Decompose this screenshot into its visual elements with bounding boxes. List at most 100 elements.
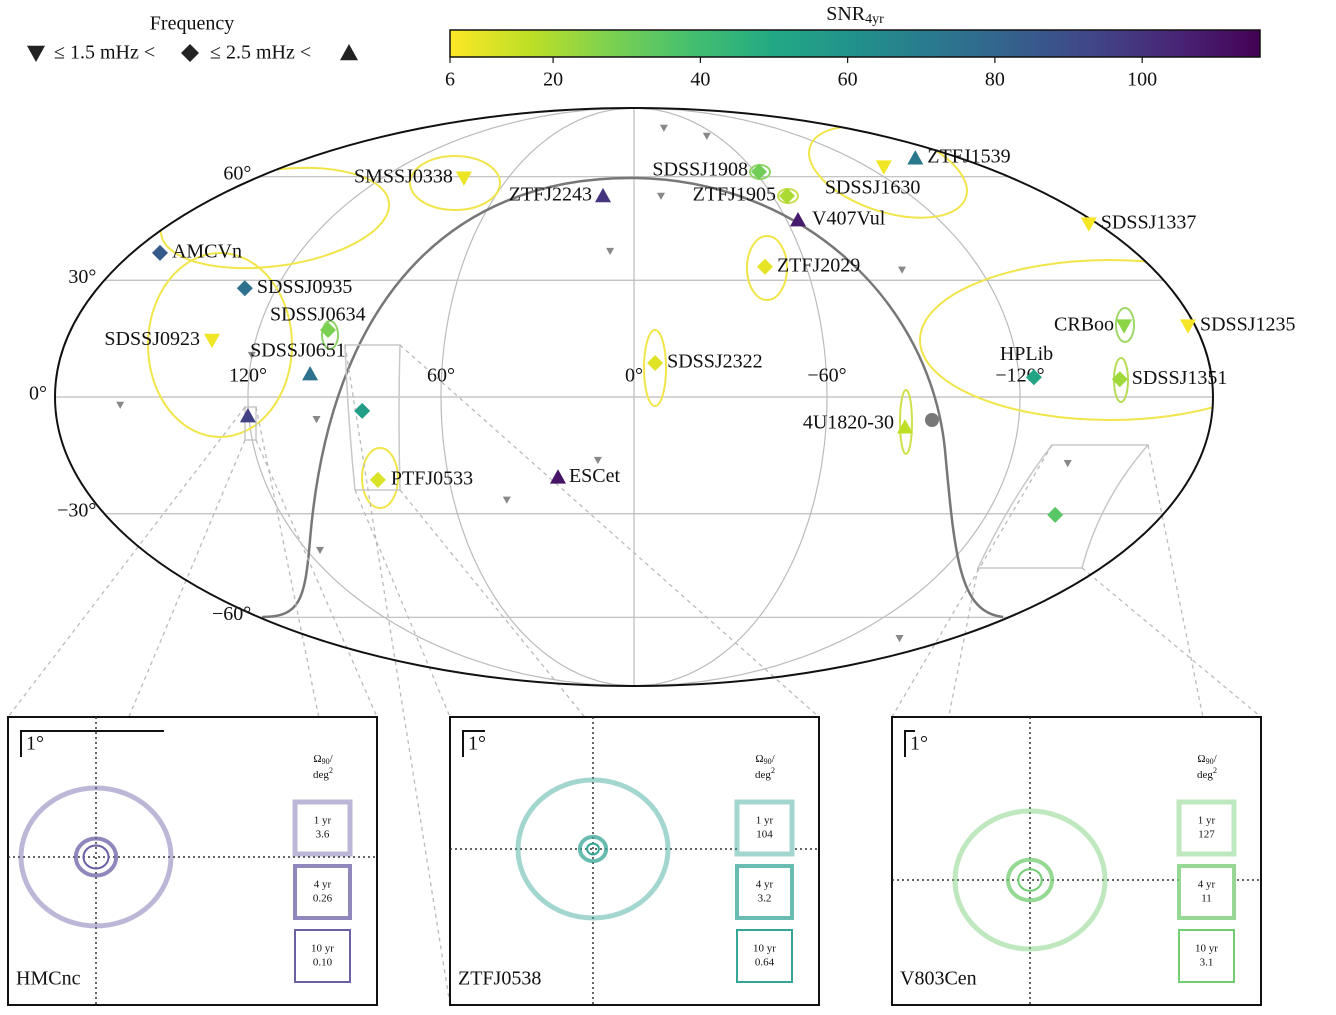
lat-tick-label: 60° [223, 162, 251, 184]
source-label: V407Vul [812, 208, 886, 230]
area-slash: / [330, 753, 334, 765]
source-marker [1180, 319, 1196, 334]
area-label: 11 [1201, 893, 1212, 905]
localization-contour [586, 842, 600, 856]
area-sub: 90 [1206, 757, 1214, 766]
inset-name: ZTFJ0538 [458, 968, 541, 990]
colorbar-tick-label: 100 [1127, 69, 1157, 91]
other-source [898, 266, 906, 274]
lon-tick-label: 120° [229, 365, 267, 387]
contour [147, 252, 293, 438]
inset-name: V803Cen [900, 968, 977, 990]
lon-tick-label: −60° [807, 365, 846, 387]
contour [361, 447, 399, 509]
other-source [702, 132, 711, 140]
other-source [316, 546, 324, 555]
area-label: 3.1 [1200, 957, 1214, 969]
lat-tick-label: 30° [68, 266, 96, 288]
duration-label: 10 yr [753, 943, 776, 955]
source-label: CRBoo [1054, 313, 1114, 335]
area-unit: deg2 [1197, 766, 1217, 781]
area-box [735, 864, 794, 920]
source-marker [1025, 369, 1042, 386]
area-header: Ω90/ [1197, 753, 1217, 766]
source-label: AMCVn [172, 241, 242, 263]
area-box [1178, 929, 1235, 983]
area-slash: / [772, 753, 776, 765]
scale-bar [20, 730, 164, 757]
contour [1115, 307, 1135, 343]
connector [7, 406, 246, 718]
source-marker [204, 333, 220, 349]
source-marker [354, 402, 371, 419]
area-unit: deg2 [755, 766, 775, 781]
colorbar: SNR4yr 6 20 40 60 80 100 [445, 3, 1261, 91]
area-slash: / [1214, 753, 1218, 765]
source-label: SDSSJ1908 [652, 158, 748, 180]
source-label: ZTFJ2243 [509, 184, 592, 206]
colorbar-tick-label: 20 [543, 69, 563, 91]
area-sub: 90 [322, 757, 330, 766]
connector [255, 406, 378, 1006]
duration-label: 4 yr [756, 879, 774, 891]
connector [354, 489, 451, 718]
source-label: SDSSJ0634 [270, 304, 366, 326]
other-source [116, 401, 125, 409]
galactic-center [925, 413, 939, 427]
source-marker [550, 469, 566, 484]
source-label: SDSSJ0923 [104, 328, 200, 350]
legend-title: Frequency [150, 13, 234, 35]
map-frame [54, 107, 1214, 687]
connector [1081, 567, 1262, 718]
scale-bar [462, 730, 485, 757]
localization-contour [1005, 857, 1055, 903]
source-label: SDSSJ0651 [250, 340, 346, 362]
connector [891, 444, 1053, 718]
legend-marker [27, 45, 45, 62]
scale-label: 1° [910, 733, 928, 755]
connector [399, 344, 820, 718]
source-label: ZTFJ1539 [927, 146, 1010, 168]
legend-marker [340, 44, 358, 61]
area-symbol: Ω [755, 753, 763, 765]
other-source [312, 416, 321, 424]
area-header: Ω90/ [755, 753, 775, 766]
grid-line [633, 107, 1021, 687]
area-box [736, 929, 793, 983]
source-marker [302, 366, 319, 381]
source-marker [320, 322, 336, 338]
area-label: 0.10 [313, 957, 333, 969]
colorbar-title: SNR4yr [826, 3, 884, 28]
source-label: ZTFJ1905 [693, 184, 776, 206]
contour [919, 259, 1213, 421]
source-marker [779, 187, 795, 204]
source-label: SDSSJ1351 [1132, 367, 1228, 389]
area-label: 3.6 [316, 829, 330, 841]
area-unit: deg2 [313, 766, 333, 781]
localization-contour [515, 777, 671, 921]
colorbar-title-main: SNR [826, 3, 866, 25]
duration-label: 1 yr [756, 815, 774, 827]
source-marker [1047, 506, 1064, 523]
source-marker [907, 150, 924, 165]
source-label: SDSSJ1337 [1101, 211, 1197, 233]
colorbar-gradient [449, 29, 1261, 58]
source-marker [239, 408, 256, 423]
area-box [294, 929, 351, 983]
source-marker [152, 244, 168, 261]
lat-tick-label: 0° [29, 383, 47, 405]
duration-label: 10 yr [1195, 943, 1218, 955]
source-label: SDSSJ2322 [667, 351, 763, 373]
unit: deg [755, 769, 771, 781]
source-marker [1080, 217, 1097, 232]
lat-tick-label: −60° [212, 603, 251, 625]
duration-label: 1 yr [1198, 815, 1216, 827]
area-label: 104 [756, 829, 773, 841]
source-marker [595, 187, 611, 203]
source-label: PTFJ0533 [391, 467, 473, 489]
area-label: 3.2 [758, 893, 772, 905]
scale-label: 1° [468, 733, 486, 755]
inset-name: HMCnc [16, 968, 81, 990]
